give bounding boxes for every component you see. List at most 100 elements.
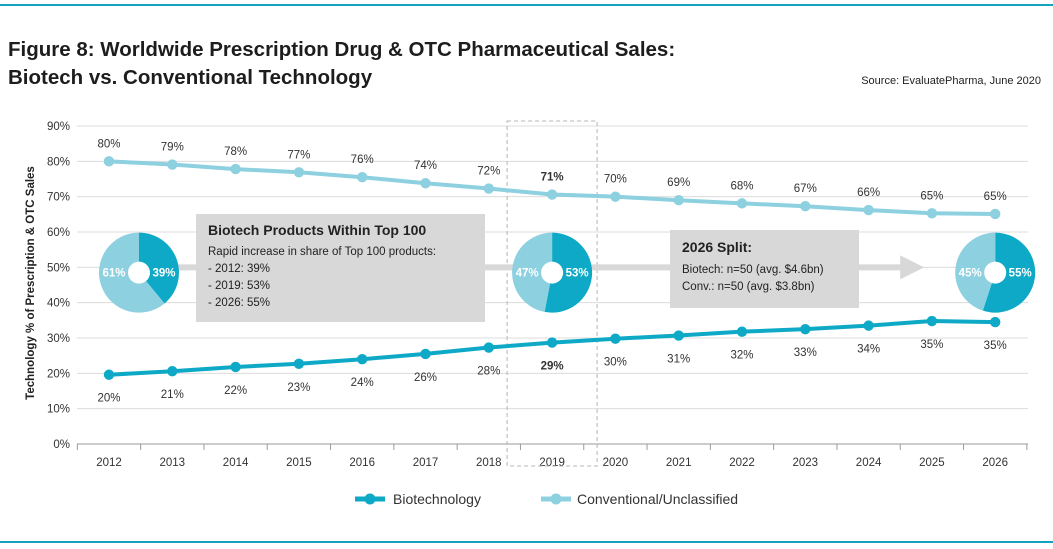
pie-slice-biotech [544,232,593,313]
annotation-box-2026-line: Biotech: n=50 (avg. $4.6bn) [682,264,824,276]
data-point-conventional [103,156,115,167]
data-point-conventional [546,189,558,200]
annotation-box-2026-line: Conv.: n=50 (avg. $3.8bn) [682,281,815,293]
data-point-conventional [357,172,368,183]
data-point-biotechnology [546,337,558,348]
pie-hole [541,261,564,284]
y-tick-label: 70% [47,192,70,204]
x-tick-label: 2021 [666,457,692,469]
data-label-biotechnology: 31% [667,354,690,366]
data-point-conventional [610,191,621,202]
data-point-biotechnology [230,361,241,373]
y-axis: 0% 10% 20% 30% 40% 50% 60% 70% 80% 90% [47,121,70,451]
data-point-biotechnology [736,326,748,337]
pie-charts: 39% 61% 53% 47% 55% 45% [99,232,1036,313]
pie-slice-biotech [982,232,1036,313]
data-point-conventional [167,159,178,170]
data-point-conventional [483,183,494,194]
x-tick-label: 2014 [223,457,249,469]
x-tick-label: 2013 [160,457,186,469]
data-point-conventional [863,204,874,216]
data-label-biotechnology: 30% [604,357,627,369]
data-point-conventional [230,163,241,175]
pie-slice-biotech [139,232,180,304]
data-label-biotechnology: 29% [541,361,564,373]
pie-label-conventional: 47% [516,268,539,280]
y-tick-label: 90% [47,121,70,133]
data-point-conventional [926,208,938,219]
annotation-box-top100-title: Biotech Products Within Top 100 [208,222,426,238]
data-label-biotechnology: 23% [287,382,310,394]
annotation-box-top100-line: - 2012: 39% [208,263,270,275]
annotation-box-top100-line: - 2026: 55% [208,297,270,309]
x-tick-label: 2020 [603,457,629,469]
y-tick-label: 40% [47,298,70,310]
pie-2012: 39% 61% [99,232,180,313]
data-label-conventional: 65% [920,190,943,202]
data-label-biotechnology: 33% [794,347,817,359]
x-tick-label: 2023 [793,457,819,469]
pie-label-conventional: 61% [102,268,125,280]
pie-label-biotech: 55% [1009,268,1032,280]
x-tick-label: 2019 [539,457,565,469]
pie-2026: 55% 45% [955,232,1036,313]
pie-hole [128,261,150,284]
source-note: Source: EvaluatePharma, June 2020 [861,75,1041,87]
pie-slice-conventional [955,232,996,311]
data-point-conventional [293,167,305,178]
data-label-conventional: 67% [794,183,817,195]
data-point-biotechnology [103,369,115,380]
data-label-conventional: 78% [224,146,247,158]
data-point-biotechnology [610,333,621,344]
bottom-rule [0,541,1053,543]
x-tick-label: 2026 [982,457,1008,469]
data-point-biotechnology [293,358,305,369]
data-point-biotechnology [863,320,874,331]
data-point-biotechnology [357,354,368,365]
y-tick-label: 80% [47,156,70,168]
pie-hole [984,261,1007,284]
y-tick-label: 10% [47,404,70,416]
y-tick-label: 30% [47,333,70,345]
y-tick-label: 50% [47,262,70,274]
data-point-biotechnology [673,330,684,341]
data-point-biotechnology [167,366,178,377]
data-label-biotechnology: 24% [351,377,374,389]
data-label-conventional: 68% [730,180,753,192]
data-point-biotechnology [420,348,431,360]
pie-label-biotech: 39% [152,268,175,280]
x-tick-label: 2022 [729,457,755,469]
data-label-conventional: 65% [984,191,1007,203]
x-tick-label: 2024 [856,457,882,469]
x-tick-label: 2017 [413,457,439,469]
title-line-1: Figure 8: Worldwide Prescription Drug & … [8,38,676,61]
data-point-conventional [736,198,748,209]
pie-label-conventional: 45% [959,268,982,280]
data-label-conventional: 69% [667,177,690,189]
data-label-conventional: 70% [604,174,627,186]
data-label-biotechnology: 35% [920,339,943,351]
data-label-conventional: 79% [161,142,184,154]
data-label-biotechnology: 21% [161,389,184,401]
series-lines [103,156,1001,380]
pie-slice-conventional [512,232,553,312]
data-point-conventional [990,208,1001,220]
y-tick-label: 0% [53,439,70,451]
annotation-box-top100: Biotech Products Within Top 100 Rapid in… [196,214,485,322]
data-label-conventional: 72% [477,166,500,178]
y-tick-label: 60% [47,227,70,239]
data-point-biotechnology [800,323,811,335]
data-label-biotechnology: 26% [414,372,437,384]
figure-title: Figure 8: Worldwide Prescription Drug & … [8,36,675,92]
x-tick-label: 2012 [96,457,122,469]
data-label-conventional: 71% [541,172,564,184]
pie-2019: 53% 47% [512,232,593,313]
data-label-conventional: 66% [857,187,880,199]
data-label-biotechnology: 32% [730,350,753,362]
legend-item-conventional: Conventional/Unclassified [541,491,738,507]
x-tick-label: 2015 [286,457,312,469]
title-line-2: Biotech vs. Conventional Technology [8,66,373,89]
data-label-biotechnology: 35% [984,340,1007,352]
data-point-biotechnology [990,316,1001,328]
